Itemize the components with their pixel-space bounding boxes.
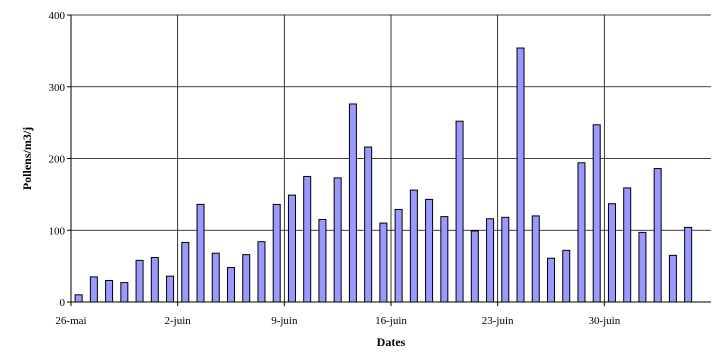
x-tick-labels: 26-mai 2-juin 9-juin 16-juin 23-juin 30-juin xyxy=(55,315,620,327)
y-tick-label: 400 xyxy=(49,10,66,22)
bar xyxy=(592,124,601,303)
x-tick-label: 16-juin xyxy=(375,315,407,327)
bar xyxy=(653,168,662,303)
bar xyxy=(501,216,510,303)
bar xyxy=(348,103,357,303)
x-tick-label: 2-juin xyxy=(165,315,192,327)
bar xyxy=(425,198,434,303)
y-tick-labels: 0 100 200 300 400 xyxy=(49,10,66,309)
bar xyxy=(272,203,281,303)
bar xyxy=(135,259,144,303)
bar xyxy=(181,241,190,303)
bar xyxy=(287,194,296,303)
bar xyxy=(547,257,555,303)
bar xyxy=(166,275,175,303)
y-tick-label: 200 xyxy=(49,154,66,166)
grid xyxy=(71,14,711,303)
x-tick-label: 23-juin xyxy=(482,315,514,327)
bar xyxy=(364,146,373,303)
bar xyxy=(531,215,540,303)
axes xyxy=(67,14,711,306)
bar xyxy=(196,203,205,303)
bar xyxy=(333,177,342,303)
bar xyxy=(409,189,418,303)
bar xyxy=(516,47,525,303)
bar xyxy=(89,276,98,303)
bar xyxy=(623,187,632,303)
y-tick-label: 300 xyxy=(49,82,66,94)
bar xyxy=(303,175,312,303)
bar xyxy=(150,257,159,303)
x-tick-label: 9-juin xyxy=(271,315,298,327)
bar xyxy=(440,216,449,303)
bar xyxy=(257,241,266,303)
bar xyxy=(607,203,616,303)
bar xyxy=(455,120,464,303)
bar xyxy=(318,218,327,303)
bar xyxy=(379,222,388,303)
x-axis-title: Dates xyxy=(377,335,406,349)
bar xyxy=(211,252,220,303)
y-tick-label: 0 xyxy=(60,297,66,309)
bar xyxy=(562,249,571,303)
bar xyxy=(120,282,129,303)
x-tick-label: 26-mai xyxy=(55,315,86,327)
bar xyxy=(227,267,235,303)
bars xyxy=(74,47,693,303)
x-tick-label: 30-juin xyxy=(588,315,620,327)
bar xyxy=(394,208,403,303)
y-tick-label: 100 xyxy=(49,225,66,237)
bar xyxy=(470,230,479,303)
bar xyxy=(242,254,251,303)
bar xyxy=(577,162,586,303)
bar xyxy=(638,231,647,303)
bar xyxy=(668,254,677,303)
y-axis-title: Pollens/m3/j xyxy=(20,127,34,190)
bar xyxy=(684,226,693,303)
bar xyxy=(74,294,83,303)
bar xyxy=(105,279,114,303)
bar xyxy=(486,218,495,303)
